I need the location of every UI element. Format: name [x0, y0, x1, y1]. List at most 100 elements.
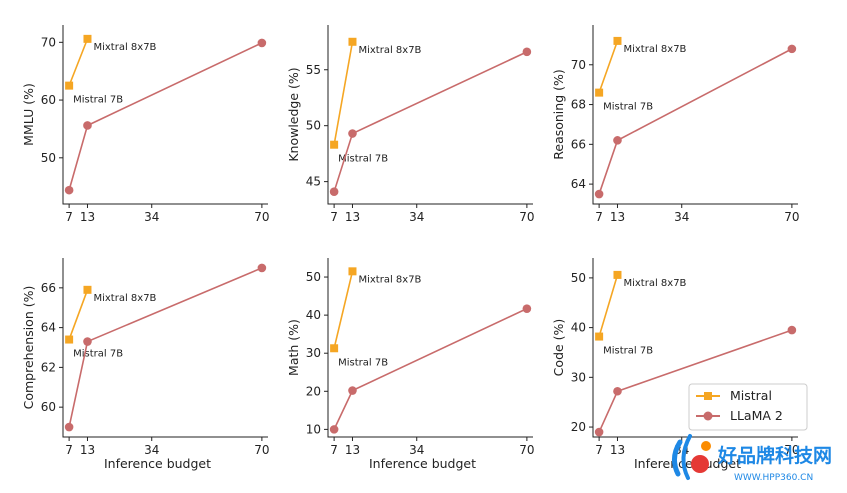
x-tick-label-13: 13: [610, 210, 625, 224]
y-tick-label-50: 50: [306, 270, 321, 284]
x-tick-label-70: 70: [784, 210, 799, 224]
y-tick-label-50: 50: [41, 151, 56, 165]
y-tick-label-40: 40: [306, 308, 321, 322]
y-tick-label-66: 66: [41, 281, 56, 295]
x-tick-label-13: 13: [345, 443, 360, 457]
x-tick-label-34: 34: [409, 443, 424, 457]
y-tick-label-45: 45: [306, 175, 321, 189]
point-llama-2-70: [522, 304, 532, 313]
point-label-mistral-7b: Mistral 7B: [603, 102, 653, 113]
point-mistral-7: [595, 332, 604, 341]
point-mistral-7: [65, 81, 74, 90]
point-llama-2-7: [64, 185, 74, 195]
point-label-mixtral-8x7b: Mixtral 8x7B: [358, 274, 421, 285]
series-line-mistral: [598, 40, 619, 93]
x-tick-label-7: 7: [65, 210, 73, 224]
y-tick-label-70: 70: [41, 35, 56, 49]
point-label-mistral-7b: Mistral 7B: [73, 95, 123, 106]
point-mistral-7: [330, 140, 339, 149]
point-llama-2-13: [83, 121, 92, 130]
point-label-mistral-7b: Mistral 7B: [338, 357, 388, 368]
x-axis-label: Inference budget: [634, 456, 741, 471]
watermark-url: WWW.HPP360.CN: [734, 473, 813, 483]
point-mistral-13: [613, 270, 622, 279]
watermark-logo: 好品牌科技网 WWW.HPP360.CN: [672, 434, 832, 483]
series-line-llama-2: [333, 307, 528, 430]
point-mistral-13: [348, 267, 357, 276]
point-llama-2-13: [348, 129, 357, 138]
legend-mistral-label: Mistral: [730, 388, 772, 403]
axis-spines: [62, 258, 268, 438]
y-tick-label-60: 60: [41, 400, 56, 414]
y-tick-label-20: 20: [306, 384, 321, 398]
legend-entry-mistral: Mistral: [696, 388, 772, 403]
point-llama-2-70: [787, 44, 797, 54]
y-tick-label-64: 64: [571, 177, 586, 191]
point-label-mistral-7b: Mistral 7B: [338, 154, 388, 165]
chart-panel-4: 7 13 34 70 60 62 64 66 Comprehension (%) Inferenc…: [21, 258, 270, 471]
point-mistral-7: [595, 88, 604, 97]
point-llama-2-70: [787, 325, 797, 335]
point-llama-2-7: [594, 189, 604, 199]
point-mistral-13: [83, 34, 92, 43]
x-axis-label: Inference budget: [104, 456, 211, 471]
y-tick-label-50: 50: [306, 119, 321, 133]
chart-panel-2: 7 13 34 70 45 50 55 Knowledge (%) Mistral 7B Mixt…: [286, 25, 535, 224]
point-label-mixtral-8x7b: Mixtral 8x7B: [93, 42, 156, 53]
legend-llama-marker: [703, 411, 713, 421]
series-line-llama-2: [598, 48, 793, 195]
chart-panel-3: 7 13 34 70 64 66 68 70 Reasoning (%) Mistral 7B Mi…: [551, 25, 800, 224]
point-llama-2-70: [257, 38, 267, 48]
x-tick-label-70: 70: [519, 210, 534, 224]
y-tick-label-68: 68: [571, 98, 586, 112]
chart-panel-5: 7 13 34 70 10 20 30 40 50 Math (%) Inference budge…: [286, 258, 535, 471]
legend-llama-label: LLaMA 2: [730, 408, 783, 423]
chart-panel-1: 7 13 34 70 50 60 70 MMLU (%) Mistral 7B Mixtral 8…: [21, 25, 270, 224]
y-tick-label-20: 20: [571, 420, 586, 434]
point-label-mixtral-8x7b: Mixtral 8x7B: [623, 278, 686, 289]
series-line-mistral: [68, 38, 89, 86]
y-tick-label-66: 66: [571, 137, 586, 151]
chart-panels: 7 13 34 70 50 60 70 MMLU (%) Mistral 7B Mixtral 8…: [21, 25, 800, 471]
point-llama-2-70: [257, 263, 267, 273]
x-tick-label-70: 70: [254, 210, 269, 224]
x-tick-label-13: 13: [345, 210, 360, 224]
axis-spines: [62, 25, 268, 205]
axis-spines: [592, 258, 798, 438]
point-label-mistral-7b: Mistral 7B: [73, 349, 123, 360]
x-tick-label-13: 13: [80, 210, 95, 224]
point-llama-2-7: [594, 427, 604, 437]
y-axis-label: Reasoning (%): [551, 69, 566, 160]
axis-spines: [327, 258, 533, 438]
watermark-name: 好品牌科技网: [717, 444, 832, 467]
point-mistral-13: [613, 36, 622, 45]
x-tick-label-34: 34: [409, 210, 424, 224]
x-tick-label-34: 34: [144, 210, 159, 224]
legend-mistral-marker: [704, 392, 712, 400]
point-label-mistral-7b: Mistral 7B: [603, 346, 653, 357]
x-tick-label-7: 7: [595, 443, 603, 457]
y-tick-label-62: 62: [41, 360, 56, 374]
axis-spines: [327, 25, 533, 205]
point-mistral-13: [83, 285, 92, 294]
y-tick-label-10: 10: [306, 422, 321, 436]
y-tick-label-70: 70: [571, 58, 586, 72]
x-tick-label-34: 34: [144, 443, 159, 457]
point-llama-2-13: [83, 337, 92, 346]
y-tick-label-40: 40: [571, 321, 586, 335]
y-axis-label: Comprehension (%): [21, 286, 36, 410]
x-tick-label-70: 70: [784, 443, 799, 457]
legend: Mistral LLaMA 2: [688, 383, 808, 431]
legend-entry-llama: LLaMA 2: [696, 408, 783, 423]
point-llama-2-13: [613, 386, 622, 396]
series-line-llama-2: [68, 267, 263, 428]
watermark-mark-icon: [672, 434, 711, 480]
x-tick-label-70: 70: [519, 443, 534, 457]
point-llama-2-13: [348, 386, 357, 395]
series-line-mistral: [333, 41, 354, 145]
point-llama-2-7: [329, 187, 339, 196]
point-label-mixtral-8x7b: Mixtral 8x7B: [358, 45, 421, 56]
y-tick-label-60: 60: [41, 93, 56, 107]
